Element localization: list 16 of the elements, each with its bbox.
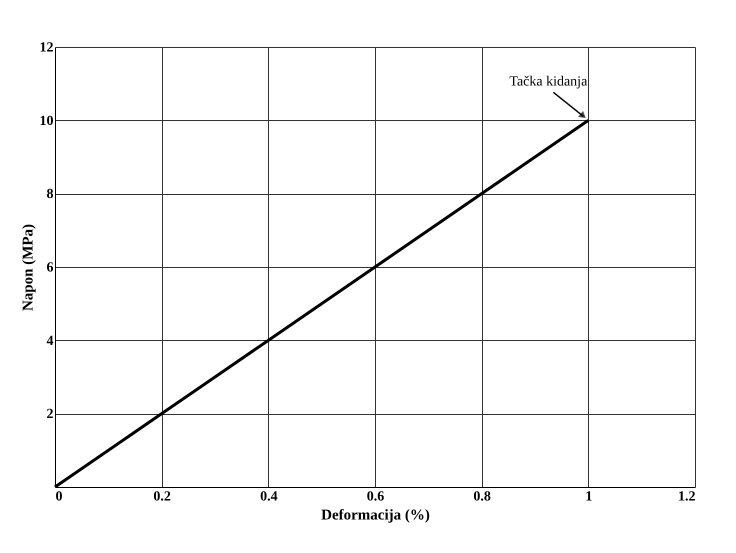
y-tick-label: 10 bbox=[40, 114, 54, 129]
y-tick-label: 4 bbox=[46, 334, 54, 349]
x-tick-label: 1.2 bbox=[678, 490, 696, 504]
y-tick-label: 2 bbox=[46, 407, 54, 422]
x-tick-label: 0.2 bbox=[153, 490, 171, 504]
y-tick-label: 12 bbox=[40, 40, 54, 56]
x-tick-label: 0.6 bbox=[366, 490, 384, 504]
annotation: Tačka kidanja bbox=[509, 74, 588, 90]
x-axis-title: Deformacija (%) bbox=[321, 508, 430, 524]
y-axis-title: Napon (MPa) bbox=[20, 224, 36, 312]
y-tick-label: 8 bbox=[46, 187, 54, 202]
x-tick-label: 0 bbox=[56, 490, 62, 504]
x-tick-label: 1 bbox=[585, 490, 592, 504]
y-tick-label: 6 bbox=[46, 260, 54, 276]
x-tick-label: 0.8 bbox=[473, 490, 491, 504]
x-tick-label: 0.4 bbox=[260, 490, 278, 504]
